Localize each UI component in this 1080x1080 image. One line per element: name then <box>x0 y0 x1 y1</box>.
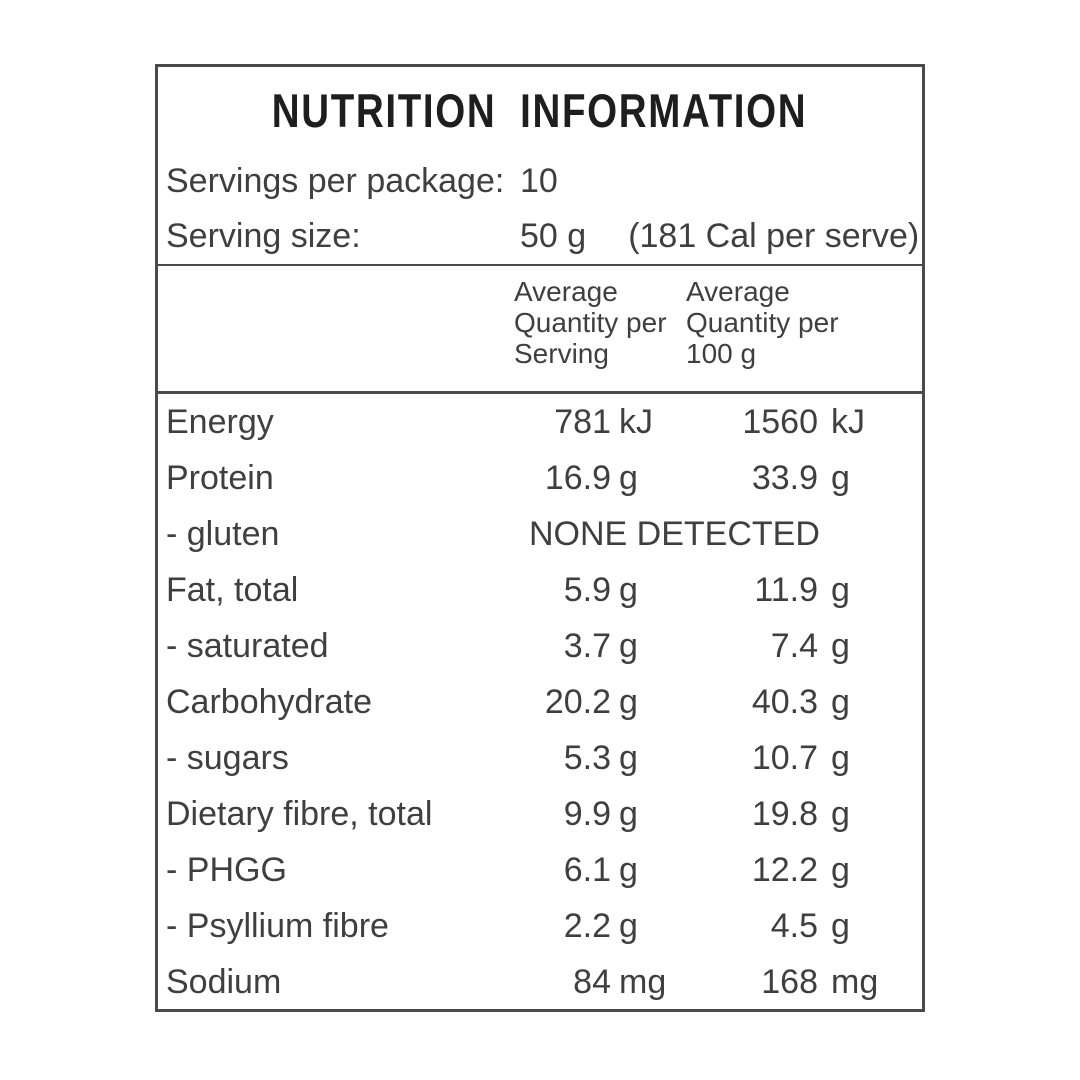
nutrient-label: Energy <box>166 402 274 441</box>
per-serving-unit: g <box>619 570 638 609</box>
per-100g-value: 4.5 <box>770 907 818 946</box>
nutrient-label: Dietary fibre, total <box>166 795 433 834</box>
per-serving-value: 5.3 <box>563 739 611 778</box>
per-serving-unit: g <box>619 907 638 946</box>
table-row: - gluten NONE DETECTED <box>158 506 922 562</box>
per-100g-unit: kJ <box>831 402 865 441</box>
nutrient-label: - saturated <box>166 626 329 665</box>
per-serving-value: 84 <box>573 963 611 1002</box>
per-serving-unit: g <box>619 739 638 778</box>
nutrient-label: Protein <box>166 458 274 497</box>
table-row: - saturated 3.7 g 7.4 g <box>158 618 922 674</box>
nutrient-label: Sodium <box>166 963 282 1002</box>
per-serving-unit: g <box>619 458 638 497</box>
serving-size-row: Serving size: 50 g (181 Cal per serve) <box>158 209 922 264</box>
panel-title: NUTRITION INFORMATION <box>272 83 808 137</box>
per-100g-value: 10.7 <box>751 739 818 778</box>
per-100g-unit: g <box>831 570 850 609</box>
table-row: Dietary fibre, total 9.9 g 19.8 g <box>158 787 922 843</box>
table-row: - Psyllium fibre 2.2 g 4.5 g <box>158 899 922 955</box>
table-row: Protein 16.9 g 33.9 g <box>158 450 922 506</box>
nutrient-label: - PHGG <box>166 851 287 890</box>
per-100g-value: 40.3 <box>751 682 818 721</box>
combined-value: NONE DETECTED <box>529 514 820 553</box>
title-row: NUTRITION INFORMATION <box>158 67 922 153</box>
per-100g-value: 1560 <box>742 402 818 441</box>
nutrition-panel: NUTRITION INFORMATION Servings per packa… <box>155 64 925 1012</box>
nutrient-label: - gluten <box>166 514 280 553</box>
per-serving-value: 16.9 <box>544 458 611 497</box>
table-row: Fat, total 5.9 g 11.9 g <box>158 562 922 618</box>
per-100g-unit: g <box>831 795 850 834</box>
per-100g-unit: g <box>831 626 850 665</box>
per-serving-unit: kJ <box>619 402 653 441</box>
table-body: Energy 781 kJ 1560 kJ Protein 16.9 g 33.… <box>158 391 922 1011</box>
per-serving-value: 9.9 <box>563 795 611 834</box>
column-header-row: Average Quantity per Serving Average Qua… <box>158 264 922 391</box>
per-100g-value: 12.2 <box>751 851 818 890</box>
nutrient-label: Carbohydrate <box>166 682 373 721</box>
nutrient-label: - sugars <box>166 739 289 778</box>
per-100g-unit: g <box>831 458 850 497</box>
servings-per-package-label: Servings per package: <box>166 161 505 200</box>
per-serving-unit: g <box>619 626 638 665</box>
per-serving-value: 2.2 <box>563 907 611 946</box>
panel-header-section: NUTRITION INFORMATION Servings per packa… <box>158 67 922 264</box>
per-100g-value: 33.9 <box>751 458 818 497</box>
per-serving-unit: g <box>619 682 638 721</box>
per-100g-unit: g <box>831 682 850 721</box>
servings-per-package-row: Servings per package: 10 <box>158 153 922 209</box>
per-serving-value: 5.9 <box>563 570 611 609</box>
nutrient-label: - Psyllium fibre <box>166 907 389 946</box>
servings-per-package-value: 10 <box>520 161 558 200</box>
column-header-per-serving: Average Quantity per Serving <box>514 276 667 369</box>
per-serving-value: 20.2 <box>544 682 611 721</box>
per-serving-unit: g <box>619 795 638 834</box>
per-serving-value: 3.7 <box>563 626 611 665</box>
per-serving-unit: mg <box>619 963 667 1002</box>
per-100g-unit: g <box>831 907 850 946</box>
table-row: - sugars 5.3 g 10.7 g <box>158 731 922 787</box>
per-serving-value: 781 <box>554 402 611 441</box>
serving-size-calorie-note: (181 Cal per serve) <box>628 217 920 255</box>
per-100g-value: 168 <box>761 963 818 1002</box>
per-100g-value: 7.4 <box>770 626 818 665</box>
per-100g-unit: g <box>831 739 850 778</box>
per-100g-unit: g <box>831 851 850 890</box>
serving-size-label: Serving size: <box>166 217 361 255</box>
per-100g-unit: mg <box>831 963 879 1002</box>
table-row: Energy 781 kJ 1560 kJ <box>158 394 922 450</box>
column-header-per-100g: Average Quantity per 100 g <box>686 276 839 369</box>
per-100g-value: 19.8 <box>751 795 818 834</box>
table-row: Carbohydrate 20.2 g 40.3 g <box>158 674 922 730</box>
table-row: Sodium 84 mg 168 mg <box>158 955 922 1011</box>
per-serving-value: 6.1 <box>563 851 611 890</box>
per-serving-unit: g <box>619 851 638 890</box>
serving-size-value: 50 g <box>520 217 587 255</box>
nutrient-label: Fat, total <box>166 570 299 609</box>
table-row: - PHGG 6.1 g 12.2 g <box>158 843 922 899</box>
per-100g-value: 11.9 <box>754 570 818 609</box>
